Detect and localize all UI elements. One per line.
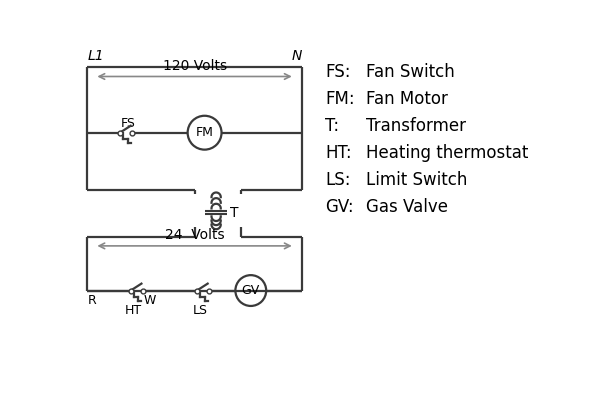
Text: R: R (87, 294, 96, 307)
Text: LS: LS (192, 304, 208, 318)
Text: Fan Motor: Fan Motor (366, 90, 447, 108)
Text: T:: T: (326, 117, 340, 135)
Text: FM:: FM: (326, 90, 355, 108)
Text: GV:: GV: (326, 198, 354, 216)
Text: FM: FM (196, 126, 214, 139)
Text: N: N (291, 49, 301, 63)
Text: Fan Switch: Fan Switch (366, 63, 454, 81)
Text: Limit Switch: Limit Switch (366, 171, 467, 189)
Text: L1: L1 (87, 49, 104, 63)
Text: FS:: FS: (326, 63, 351, 81)
Text: HT:: HT: (326, 144, 352, 162)
Text: HT: HT (125, 304, 142, 318)
Text: 120 Volts: 120 Volts (162, 59, 227, 73)
Text: T: T (230, 206, 238, 220)
Text: Heating thermostat: Heating thermostat (366, 144, 528, 162)
Text: Transformer: Transformer (366, 117, 466, 135)
Text: W: W (144, 294, 156, 307)
Text: 24  Volts: 24 Volts (165, 228, 224, 242)
Text: GV: GV (242, 284, 260, 297)
Text: FS: FS (120, 117, 136, 130)
Text: LS:: LS: (326, 171, 351, 189)
Text: Gas Valve: Gas Valve (366, 198, 447, 216)
